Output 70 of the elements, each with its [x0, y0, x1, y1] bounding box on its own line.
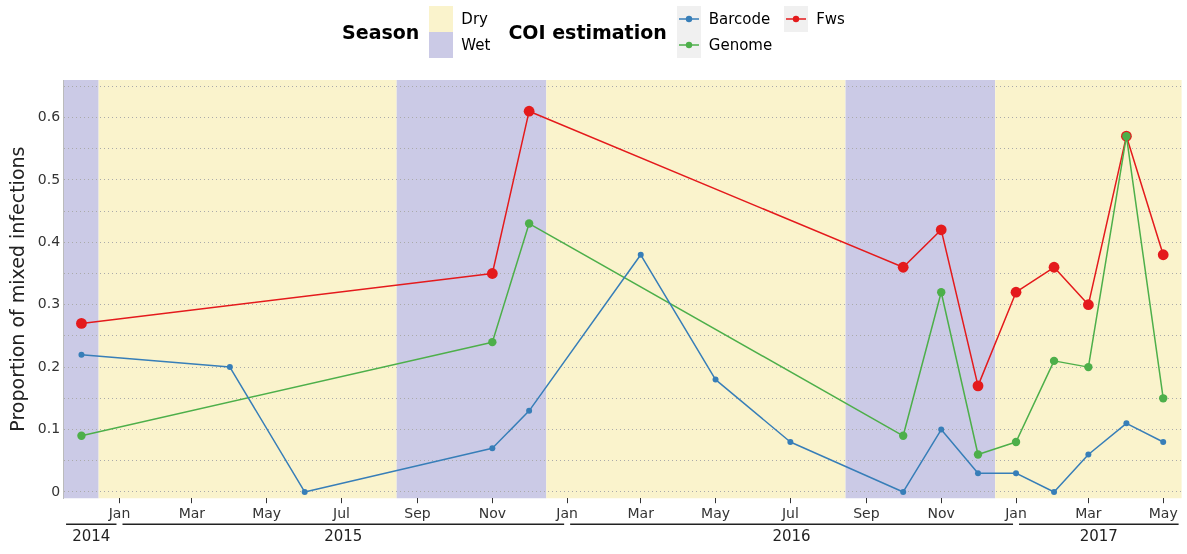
x-tick-label: May	[252, 505, 282, 522]
point	[78, 351, 85, 358]
x-tick-label: Mar	[178, 505, 206, 522]
x-tick-label: Nov	[927, 505, 955, 522]
x-tick-label: May	[1148, 505, 1178, 522]
legend-label: Barcode	[708, 10, 771, 28]
legend-label: Wet	[461, 36, 491, 54]
point	[898, 431, 908, 440]
text: 2016	[772, 526, 811, 545]
y-tick-label: 0.5	[37, 170, 61, 187]
x-tick-label: Jan	[1004, 505, 1027, 522]
point	[1157, 249, 1169, 261]
point	[226, 364, 233, 371]
point	[1082, 299, 1094, 311]
legend-label: Fws	[816, 10, 845, 28]
y-tick-label: 0.6	[37, 108, 61, 125]
point	[76, 318, 87, 329]
x-tick-label: Nov	[478, 505, 506, 522]
point	[1159, 394, 1168, 403]
point	[1123, 420, 1130, 427]
point	[975, 470, 982, 477]
point	[900, 488, 907, 495]
point	[1160, 439, 1167, 446]
x-tick-label: Jan	[107, 505, 131, 522]
point	[526, 407, 533, 414]
x-tick-label: Jan	[555, 505, 578, 522]
text: 2017	[1079, 526, 1118, 545]
y-tick-label: 0.3	[37, 295, 61, 312]
x-tick-label: Jul	[332, 505, 350, 522]
point	[935, 224, 947, 236]
point	[637, 251, 644, 258]
x-tick-label: Sep	[853, 505, 880, 522]
point	[524, 219, 534, 228]
point	[523, 105, 535, 117]
point	[77, 431, 86, 440]
text: 2014	[72, 526, 111, 545]
y-tick-label: 0	[51, 482, 61, 499]
legend-label: Genome	[708, 36, 773, 54]
point	[301, 488, 308, 495]
point	[1085, 451, 1092, 458]
x-tick-label: Jul	[780, 505, 799, 522]
legend-title: COI estimation	[508, 21, 667, 43]
text: 2015	[324, 526, 363, 545]
point	[973, 450, 983, 459]
y-axis-title: Proportion of mixed infections	[6, 146, 29, 432]
point	[937, 288, 946, 297]
y-tick-label: 0.2	[37, 357, 61, 374]
text: Season	[342, 21, 420, 43]
point	[972, 380, 984, 392]
x-tick-label: May	[701, 505, 731, 522]
point	[1011, 437, 1021, 447]
point	[712, 376, 719, 383]
point	[1048, 261, 1060, 273]
y-tick-label: 0.1	[37, 420, 61, 437]
y-tick-label: 0.4	[37, 232, 61, 249]
point	[1051, 488, 1058, 495]
point	[488, 337, 497, 347]
point	[897, 261, 909, 273]
x-tick-label: Mar	[1075, 505, 1102, 522]
point	[938, 426, 945, 433]
point	[1049, 356, 1059, 366]
point	[486, 268, 498, 279]
point	[489, 445, 496, 452]
point	[1010, 286, 1022, 298]
x-tick-label: Mar	[627, 505, 655, 522]
point	[1013, 470, 1020, 477]
legend-label: Dry	[461, 10, 488, 28]
point	[1084, 362, 1093, 372]
point	[787, 439, 794, 446]
x-tick-label: Sep	[404, 505, 431, 522]
